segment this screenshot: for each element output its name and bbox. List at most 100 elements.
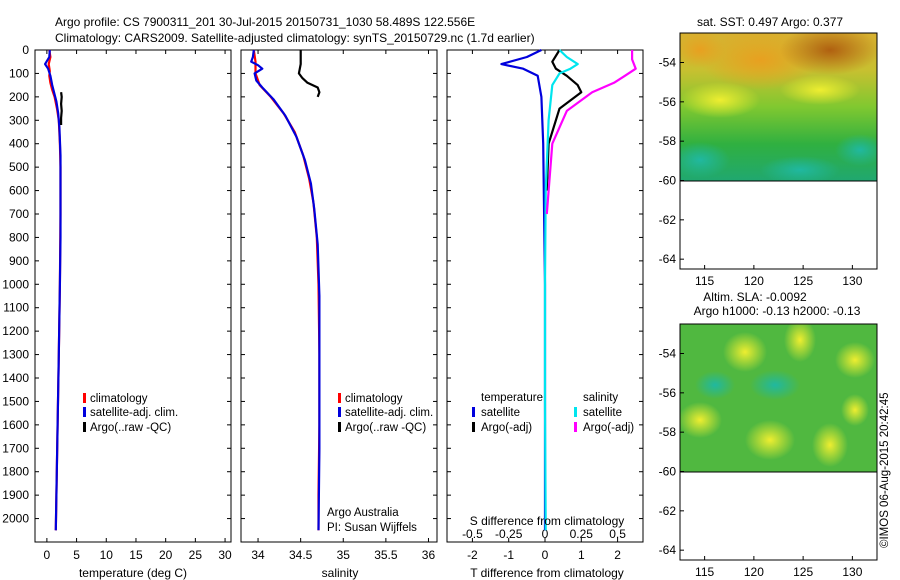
legend-swatch-climatology	[83, 393, 86, 403]
sla-map-axes	[679, 323, 878, 561]
x2-tick-label: 0.25	[570, 527, 594, 541]
x2-tick-label: -0.5	[462, 527, 483, 541]
x-tick-label: 15	[129, 548, 143, 562]
legend-swatch-t-satellite	[472, 407, 475, 417]
series-line	[545, 49, 583, 191]
x-tick-label: 34.5	[289, 548, 313, 562]
legend-swatch-satellite	[338, 407, 341, 417]
temperature-legend: climatology satellite-adj. clim. Argo(..…	[83, 393, 178, 434]
legend-label-argo: Argo(..raw -QC)	[90, 422, 171, 434]
depth-tick-label: 1500	[2, 394, 29, 408]
lon-tick-label: 130	[842, 274, 862, 288]
depth-tick-label: 400	[9, 137, 29, 151]
series-line	[59, 92, 63, 125]
depth-tick-label: 100	[9, 66, 29, 80]
legend-label-s-satellite: satellite	[583, 407, 622, 419]
x2-tick-label: -0.25	[495, 527, 523, 541]
legend-label-climatology: climatology	[345, 393, 403, 405]
series-line	[297, 50, 321, 98]
lat-tick-label: -58	[659, 425, 677, 439]
sla-map-title: Altim. SLA: -0.0092	[703, 290, 807, 304]
depth-tick-label: 500	[9, 160, 29, 174]
legend-label-t-satellite: satellite	[481, 407, 520, 419]
x-tick-label: 2	[614, 548, 621, 562]
salinity-legend: climatology satellite-adj. clim. Argo(..…	[327, 393, 433, 534]
sst-map-axis: 115 120 125 130 -54 -56 -58 -60 -62 -64	[659, 56, 863, 289]
legend-label-satellite: satellite-adj. clim.	[90, 407, 178, 419]
lon-tick-label: 120	[744, 565, 764, 579]
lon-tick-label: 125	[793, 274, 813, 288]
legend-swatch-argo	[338, 422, 341, 432]
x-tick-label: 10	[100, 548, 114, 562]
x-tick-label: 25	[189, 548, 203, 562]
series-line	[252, 49, 321, 531]
lat-tick-label: -64	[659, 543, 677, 557]
x-tick-label: 0	[542, 548, 549, 562]
lon-tick-label: 115	[695, 565, 714, 579]
lon-tick-label: 120	[744, 274, 764, 288]
x-tick-label: 35	[337, 548, 351, 562]
x2-tick-label: 0	[542, 527, 549, 541]
header-line-2: Climatology: CARS2009. Satellite-adjuste…	[55, 31, 535, 45]
depth-tick-label: 1900	[2, 488, 29, 502]
lon-tick-label: 130	[842, 565, 862, 579]
series-line	[43, 49, 62, 531]
legend-swatch-t-argo	[472, 422, 475, 432]
legend-label-s-argo: Argo(-adj)	[583, 422, 634, 434]
depth-tick-label: 1700	[2, 441, 29, 455]
salinity-plot: 34 34.5 35 35.5 36	[241, 49, 437, 562]
lat-tick-label: -60	[659, 465, 677, 479]
depth-tick-label: 1600	[2, 418, 29, 432]
legend-swatch-argo	[83, 422, 86, 432]
sla-map-axis: 115 120 125 130 -54 -56 -58 -60 -62 -64	[659, 347, 863, 580]
legend-header-temperature: temperature	[481, 392, 543, 404]
depth-tick-label: 800	[9, 230, 29, 244]
x-tick-label: 20	[159, 548, 173, 562]
legend-label-climatology: climatology	[90, 393, 148, 405]
series-line	[545, 50, 637, 215]
legend-label-argo: Argo(..raw -QC)	[345, 422, 426, 434]
x-tick-label: 30	[218, 548, 232, 562]
sst-map	[679, 32, 878, 270]
difference-legend: temperature salinity satellite Argo(-adj…	[472, 392, 634, 434]
x-tick-label: -1	[503, 548, 514, 562]
depth-tick-label: 0	[22, 43, 29, 57]
legend-swatch-climatology	[338, 393, 341, 403]
x-tick-label: 1	[578, 548, 585, 562]
header-line-1: Argo profile: CS 7900311_201 30-Jul-2015…	[55, 15, 475, 29]
legend-label-satellite: satellite-adj. clim.	[345, 407, 433, 419]
lon-tick-label: 115	[695, 274, 714, 288]
lat-tick-label: -56	[659, 95, 677, 109]
x-tick-label: 34	[251, 548, 265, 562]
lat-tick-label: -54	[659, 347, 677, 361]
salinity-xlabel: salinity	[322, 566, 359, 580]
legend-header-salinity: salinity	[583, 392, 618, 404]
depth-tick-label: 1800	[2, 465, 29, 479]
x2-tick-label: 0.5	[609, 527, 626, 541]
legend-swatch-satellite	[83, 407, 86, 417]
series-line	[500, 49, 547, 531]
depth-tick-label: 1200	[2, 324, 29, 338]
sla-map-subtitle: Argo h1000: -0.13 h2000: -0.13	[694, 304, 861, 318]
sst-heatmap-image	[680, 33, 877, 181]
lat-tick-label: -64	[659, 252, 677, 266]
legend-swatch-s-argo	[574, 422, 577, 432]
imos-credit: ©IMOS 06-Aug-2015 20:42:45	[879, 392, 891, 548]
x-tick-label: 36	[422, 548, 436, 562]
x-tick-label: -2	[467, 548, 478, 562]
depth-tick-label: 300	[9, 113, 29, 127]
lat-tick-label: -62	[659, 504, 677, 518]
difference-plot: -2 -1 0 1 2 -0.5 -0.25 0 0.25 0.5	[447, 49, 643, 562]
legend-swatch-s-satellite	[574, 407, 577, 417]
x-tick-label: 0	[44, 548, 51, 562]
depth-tick-label: 200	[9, 90, 29, 104]
sla-map	[679, 323, 878, 561]
sst-map-axes	[679, 32, 878, 270]
depth-tick-label: 1000	[2, 277, 29, 291]
temperature-panel-frame	[34, 49, 232, 543]
depth-tick-label: 900	[9, 254, 29, 268]
lon-tick-label: 125	[793, 565, 813, 579]
lat-tick-label: -62	[659, 213, 677, 227]
annotation-pi: PI: Susan Wijffels	[327, 522, 417, 534]
